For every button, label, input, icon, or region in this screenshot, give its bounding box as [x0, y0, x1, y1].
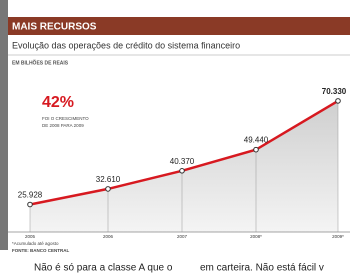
source: FONTE: BANCO CENTRAL	[12, 248, 69, 253]
value-label: 32.610	[96, 175, 121, 184]
body-text: em carteira. Não está fácil v	[200, 263, 324, 274]
highlight-text: FOI O CRESCIMENTO	[42, 116, 89, 121]
value-label: 40.370	[170, 157, 195, 166]
footnote: *Acumulado até agosto	[12, 241, 59, 246]
value-label: 49.440	[244, 136, 269, 145]
x-tick-label: 2005	[25, 234, 36, 239]
highlight-text: DE 2008 PARA 2009	[42, 123, 84, 128]
body-text: Não é só para a classe A que o	[34, 263, 173, 274]
photo-edge	[0, 0, 8, 250]
x-tick-label: 2007	[177, 234, 188, 239]
subtitle: EM BILHÕES DE REAIS	[12, 59, 69, 66]
x-tick-label: 2009*	[332, 234, 344, 239]
page: {"chart_data": {"type": "line", "header"…	[0, 0, 350, 276]
value-label: 25.928	[18, 191, 43, 200]
value-label: 70.330	[322, 87, 347, 96]
x-tick-label: 2006	[103, 234, 114, 239]
point	[180, 169, 185, 174]
highlight: 42%	[42, 94, 74, 111]
x-tick-label: 2008*	[250, 234, 262, 239]
chart: MAIS RECURSOS Evolução das operações de …	[0, 0, 350, 276]
point	[28, 202, 33, 207]
chart-title: Evolução das operações de crédito do sis…	[12, 40, 240, 50]
point	[336, 99, 341, 104]
header: MAIS RECURSOS	[12, 22, 97, 33]
point	[106, 187, 111, 192]
point	[254, 147, 259, 152]
